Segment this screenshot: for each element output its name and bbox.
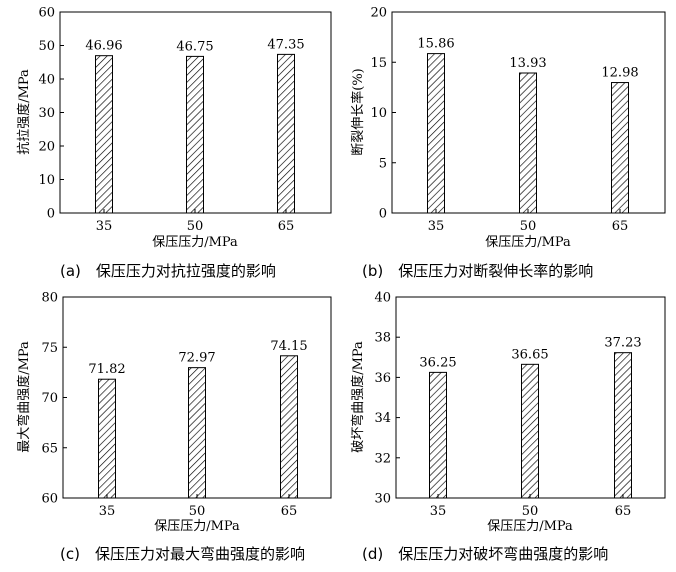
y-tick-label: 15 xyxy=(370,56,387,71)
y-axis-label: 破坏弯曲强度/MPa xyxy=(350,341,366,453)
bar xyxy=(521,363,539,499)
x-tick-label: 65 xyxy=(612,219,629,234)
panel-caption: (c) 保压压力对最大弯曲强度的影响 xyxy=(60,545,305,563)
x-tick-label: 50 xyxy=(522,504,539,519)
y-tick-label: 30 xyxy=(38,106,55,121)
y-tick-label: 10 xyxy=(38,173,55,188)
x-axis-ticks: 35 50 65 xyxy=(96,209,295,234)
data-label: 46.75 xyxy=(176,39,213,54)
y-tick-label: 40 xyxy=(38,73,55,88)
chart-panel-c: 60 65 70 75 80 71.82 72.97 74.15 35 50 65 保压压力/M… xyxy=(16,291,332,563)
bar xyxy=(429,371,447,499)
bars: 36.25 36.65 37.23 xyxy=(419,336,642,499)
y-axis-label: 抗拉强度/MPa xyxy=(16,69,32,155)
y-tick-label: 0 xyxy=(47,207,55,222)
data-label: 74.15 xyxy=(270,339,307,354)
x-axis-label: 保压压力/MPa xyxy=(487,519,573,534)
data-label: 46.96 xyxy=(85,39,122,54)
y-tick-label: 60 xyxy=(41,492,58,507)
y-axis-ticks: 60 65 70 75 80 xyxy=(41,291,67,507)
y-axis-label: 断裂伸长率(%) xyxy=(350,68,366,156)
data-label: 36.25 xyxy=(419,355,456,370)
data-label: 12.98 xyxy=(601,66,638,81)
y-tick-label: 40 xyxy=(374,291,391,306)
bar xyxy=(427,53,445,214)
y-tick-label: 50 xyxy=(38,39,55,54)
x-axis-label: 保压压力/MPa xyxy=(485,235,571,250)
bar xyxy=(188,367,206,499)
y-axis-ticks: 0 5 10 15 20 xyxy=(370,6,396,222)
bar xyxy=(277,53,295,214)
y-tick-label: 80 xyxy=(41,291,58,306)
data-label: 37.23 xyxy=(604,336,641,351)
bar xyxy=(611,82,629,214)
x-axis-label: 保压压力/MPa xyxy=(154,519,240,534)
y-tick-label: 20 xyxy=(38,140,55,155)
bar xyxy=(98,378,116,499)
data-label: 36.65 xyxy=(511,347,548,362)
data-label: 15.86 xyxy=(417,37,454,52)
y-axis-ticks: 0 10 20 30 40 50 60 xyxy=(38,6,64,222)
x-axis-label: 保压压力/MPa xyxy=(152,235,238,250)
bar xyxy=(186,55,204,214)
y-axis-ticks: 30 32 34 36 38 40 xyxy=(374,291,400,507)
x-tick-label: 50 xyxy=(520,219,537,234)
y-tick-label: 5 xyxy=(379,156,387,171)
bars: 46.96 46.75 47.35 xyxy=(85,37,305,214)
y-tick-label: 32 xyxy=(374,451,391,466)
x-tick-label: 65 xyxy=(281,504,298,519)
x-tick-label: 65 xyxy=(278,219,295,234)
bars: 71.82 72.97 74.15 xyxy=(88,339,308,499)
y-tick-label: 0 xyxy=(379,207,387,222)
data-label: 71.82 xyxy=(88,362,125,377)
chart-panel-b: 0 5 10 15 20 15.86 13.93 12.98 35 50 65 保压压力/MPa… xyxy=(350,6,666,280)
x-tick-label: 50 xyxy=(187,219,204,234)
data-label: 13.93 xyxy=(509,56,546,71)
data-label: 47.35 xyxy=(267,37,304,52)
chart-panel-a: 0 10 20 30 40 50 60 46.96 46.75 47.35 35 50 65 保压压… xyxy=(16,6,332,280)
y-tick-label: 65 xyxy=(41,441,58,456)
panel-caption: (a) 保压压力对抗拉强度的影响 xyxy=(60,262,276,280)
y-tick-label: 10 xyxy=(370,106,387,121)
x-axis-ticks: 35 50 65 xyxy=(430,494,632,519)
y-axis-label: 最大弯曲强度/MPa xyxy=(16,341,32,453)
x-tick-label: 35 xyxy=(99,504,116,519)
chart-panel-d: 30 32 34 36 38 40 36.25 36.65 37.23 35 50 65 保压压力… xyxy=(350,291,666,563)
x-tick-label: 35 xyxy=(428,219,445,234)
bars: 15.86 13.93 12.98 xyxy=(417,37,639,214)
x-tick-label: 35 xyxy=(430,504,447,519)
y-tick-label: 20 xyxy=(370,6,387,21)
y-tick-label: 30 xyxy=(374,492,391,507)
y-tick-label: 60 xyxy=(38,6,55,21)
bar xyxy=(519,72,537,214)
bar xyxy=(280,355,298,499)
y-tick-label: 36 xyxy=(374,371,391,386)
panel-caption: (b) 保压压力对断裂伸长率的影响 xyxy=(362,262,593,280)
y-tick-label: 75 xyxy=(41,341,58,356)
bar xyxy=(614,352,632,499)
y-tick-label: 38 xyxy=(374,331,391,346)
y-tick-label: 70 xyxy=(41,391,58,406)
y-tick-label: 34 xyxy=(374,411,391,426)
panel-caption: (d) 保压压力对破坏弯曲强度的影响 xyxy=(362,545,608,563)
data-label: 72.97 xyxy=(178,351,215,366)
x-axis-ticks: 35 50 65 xyxy=(99,494,298,519)
x-tick-label: 35 xyxy=(96,219,113,234)
x-tick-label: 50 xyxy=(189,504,206,519)
bar xyxy=(95,55,113,214)
x-tick-label: 65 xyxy=(615,504,632,519)
x-axis-ticks: 35 50 65 xyxy=(428,209,629,234)
